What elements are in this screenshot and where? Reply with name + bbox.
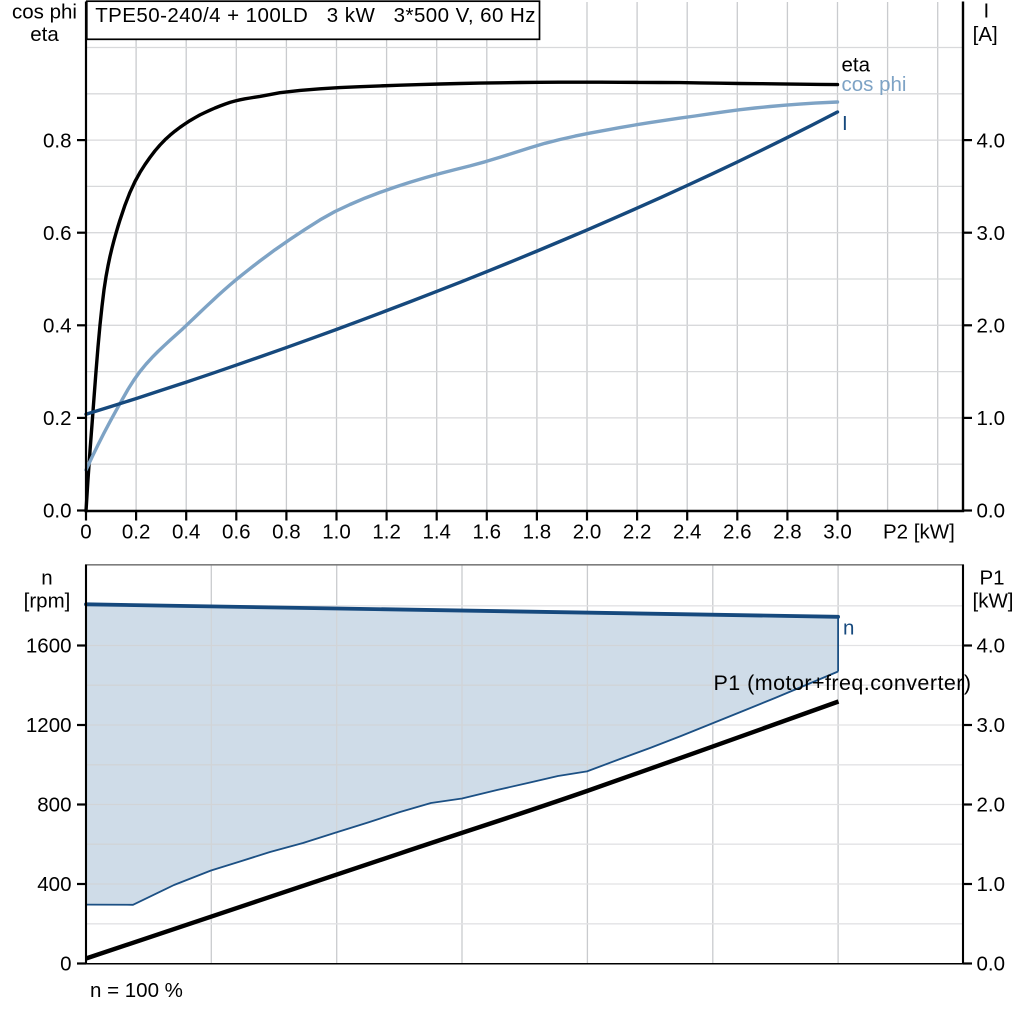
svg-text:0.0: 0.0 bbox=[977, 500, 1006, 523]
svg-text:3.0: 3.0 bbox=[977, 714, 1006, 737]
svg-text:n: n bbox=[843, 617, 854, 640]
svg-text:2.4: 2.4 bbox=[673, 520, 702, 543]
svg-text:1600: 1600 bbox=[26, 635, 72, 658]
svg-text:0.6: 0.6 bbox=[43, 222, 72, 245]
svg-text:3.0: 3.0 bbox=[977, 222, 1006, 245]
svg-text:1.0: 1.0 bbox=[977, 407, 1006, 430]
svg-text:0.4: 0.4 bbox=[43, 315, 72, 338]
svg-text:0.0: 0.0 bbox=[977, 953, 1006, 976]
svg-text:[kW]: [kW] bbox=[973, 589, 1014, 612]
svg-text:0.0: 0.0 bbox=[43, 500, 72, 523]
svg-text:400: 400 bbox=[37, 873, 71, 896]
svg-text:2.2: 2.2 bbox=[623, 520, 652, 543]
svg-text:2.0: 2.0 bbox=[573, 520, 602, 543]
svg-text:1.0: 1.0 bbox=[322, 520, 351, 543]
svg-text:2.0: 2.0 bbox=[977, 794, 1006, 817]
svg-text:1.0: 1.0 bbox=[977, 873, 1006, 896]
svg-text:0.2: 0.2 bbox=[43, 407, 72, 430]
svg-text:0: 0 bbox=[60, 953, 71, 976]
svg-text:I: I bbox=[984, 0, 990, 23]
svg-text:eta: eta bbox=[842, 54, 871, 77]
svg-text:n = 100 %: n = 100 % bbox=[90, 979, 183, 1002]
svg-text:I: I bbox=[842, 112, 848, 135]
svg-text:4.0: 4.0 bbox=[977, 129, 1006, 152]
svg-text:[rpm]: [rpm] bbox=[24, 589, 71, 612]
svg-text:eta: eta bbox=[30, 23, 59, 46]
svg-text:0: 0 bbox=[80, 520, 91, 543]
svg-text:0.2: 0.2 bbox=[122, 520, 151, 543]
svg-text:2.8: 2.8 bbox=[773, 520, 802, 543]
svg-text:n: n bbox=[41, 567, 52, 590]
svg-text:3.0: 3.0 bbox=[823, 520, 852, 543]
svg-text:2.6: 2.6 bbox=[723, 520, 752, 543]
svg-text:1.6: 1.6 bbox=[473, 520, 502, 543]
svg-text:P2 [kW]: P2 [kW] bbox=[883, 520, 955, 543]
svg-text:TPE50-240/4 + 100LD 3 kW 3: TPE50-240/4 + 100LD 3 kW 3*500 V, 60 Hz bbox=[95, 4, 536, 27]
svg-text:[A]: [A] bbox=[973, 23, 998, 46]
svg-text:1.4: 1.4 bbox=[422, 520, 451, 543]
svg-text:0.8: 0.8 bbox=[272, 520, 301, 543]
svg-text:0.8: 0.8 bbox=[43, 129, 72, 152]
svg-text:1200: 1200 bbox=[26, 714, 72, 737]
svg-text:cos phi: cos phi bbox=[12, 0, 77, 23]
svg-text:P1: P1 bbox=[979, 567, 1004, 590]
svg-text:0.6: 0.6 bbox=[222, 520, 251, 543]
svg-text:4.0: 4.0 bbox=[977, 635, 1006, 658]
svg-text:cos phi: cos phi bbox=[842, 73, 907, 96]
svg-text:0.4: 0.4 bbox=[172, 520, 201, 543]
svg-text:2.0: 2.0 bbox=[977, 315, 1006, 338]
svg-text:1.2: 1.2 bbox=[372, 520, 401, 543]
svg-text:800: 800 bbox=[37, 794, 71, 817]
svg-text:1.8: 1.8 bbox=[523, 520, 552, 543]
svg-text:P1 (motor+freq.converter): P1 (motor+freq.converter) bbox=[714, 671, 972, 695]
